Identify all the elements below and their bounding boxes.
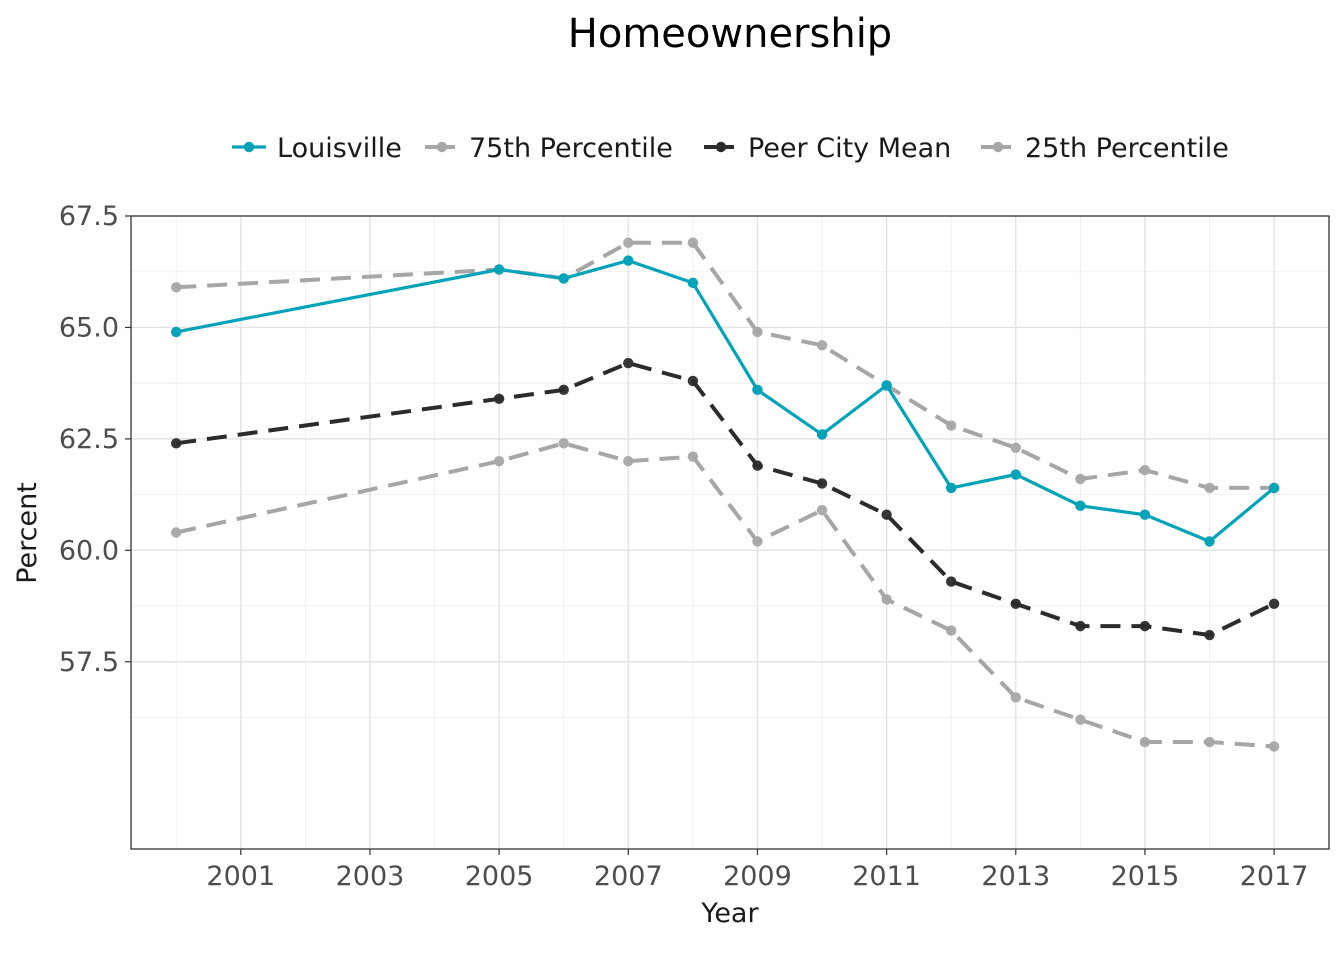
- x-tick-label: 2009: [723, 861, 792, 892]
- data-point-25th-percentile: [1204, 736, 1215, 748]
- legend-key-marker: [992, 141, 1004, 153]
- series-layer: [171, 237, 1280, 752]
- data-point-25th-percentile: [493, 455, 505, 467]
- legend-label: Louisville: [277, 133, 402, 164]
- series-75th-percentile: [171, 237, 1280, 494]
- series-line-louisville: [175, 259, 1276, 544]
- data-point-louisville: [687, 277, 699, 289]
- y-tick-label: 65.0: [59, 312, 119, 343]
- data-point-peer-city-mean: [1010, 598, 1021, 610]
- data-point-louisville: [1010, 469, 1021, 480]
- data-point-louisville: [623, 255, 634, 266]
- data-point-75th-percentile: [752, 326, 763, 338]
- data-point-peer-city-mean: [881, 509, 892, 520]
- x-tick-label: 2013: [981, 861, 1050, 892]
- data-point-peer-city-mean: [1204, 629, 1215, 641]
- data-point-louisville: [881, 380, 892, 391]
- data-point-peer-city-mean: [945, 576, 957, 587]
- data-point-louisville: [1268, 482, 1280, 494]
- data-point-peer-city-mean: [558, 384, 569, 396]
- data-point-75th-percentile: [1010, 442, 1021, 454]
- data-point-louisville: [558, 273, 569, 284]
- data-point-75th-percentile: [1139, 464, 1151, 476]
- x-tick-label: 2017: [1240, 861, 1309, 892]
- data-point-peer-city-mean: [752, 460, 763, 471]
- data-point-peer-city-mean: [1268, 598, 1280, 610]
- legend-label: Peer City Mean: [748, 133, 951, 164]
- series-line-peer-city-mean: [175, 361, 1275, 637]
- y-tick-label: 57.5: [59, 647, 119, 678]
- data-point-75th-percentile: [1075, 473, 1086, 485]
- y-tick-label: 67.5: [59, 201, 119, 232]
- x-tick-label: 2003: [336, 861, 405, 892]
- legend-key-marker: [243, 141, 255, 153]
- legend-item-25th-percentile: 25th Percentile: [981, 133, 1229, 164]
- series-line-75th-percentile: [176, 240, 1275, 490]
- series-peer-city-mean: [171, 357, 1280, 641]
- chart-legend: Louisville 75th Percentile Peer City Mean 2…: [232, 133, 1229, 164]
- x-tick-label: 2001: [206, 861, 275, 892]
- plot-gridlines: [131, 215, 1329, 849]
- y-tick-label: 60.0: [59, 535, 119, 566]
- data-point-peer-city-mean: [493, 393, 505, 404]
- y-axis: 57.5 60.0 62.5 65.0 67.5: [59, 201, 131, 678]
- data-point-75th-percentile: [816, 340, 828, 351]
- data-point-25th-percentile: [1010, 692, 1021, 703]
- data-point-25th-percentile: [558, 438, 569, 449]
- data-point-louisville: [1075, 500, 1086, 511]
- x-tick-label: 2015: [1111, 861, 1180, 892]
- y-tick-label: 62.5: [59, 424, 119, 455]
- data-point-25th-percentile: [816, 505, 828, 516]
- data-point-75th-percentile: [171, 282, 182, 293]
- series-25th-percentile: [171, 438, 1280, 752]
- x-tick-label: 2007: [594, 861, 663, 892]
- data-point-75th-percentile: [687, 237, 699, 248]
- series-line-25th-percentile: [175, 441, 1275, 749]
- data-point-25th-percentile: [1075, 714, 1086, 725]
- data-point-peer-city-mean: [687, 375, 699, 387]
- data-point-25th-percentile: [752, 536, 763, 547]
- data-point-louisville: [752, 384, 763, 396]
- x-axis-title: Year: [700, 898, 759, 929]
- data-point-75th-percentile: [1204, 482, 1215, 494]
- data-point-louisville: [493, 264, 505, 275]
- data-point-25th-percentile: [1268, 741, 1280, 752]
- plot-panel-border: [130, 215, 1330, 850]
- legend-key-marker: [436, 141, 448, 153]
- legend-item-peer-city-mean: Peer City Mean: [704, 133, 951, 164]
- data-point-louisville: [1139, 509, 1151, 520]
- data-point-louisville: [1204, 536, 1215, 547]
- data-point-75th-percentile: [623, 237, 634, 248]
- data-point-peer-city-mean: [816, 478, 828, 489]
- legend-item-75th-percentile: 75th Percentile: [425, 133, 673, 164]
- x-axis: 2001 2003 2005 2007 2009 2011 2013 2015 2017: [206, 849, 1308, 892]
- data-point-peer-city-mean: [171, 438, 182, 449]
- x-tick-label: 2005: [465, 861, 534, 892]
- legend-item-louisville: Louisville: [232, 133, 402, 164]
- data-point-25th-percentile: [945, 625, 957, 636]
- data-point-25th-percentile: [623, 455, 634, 467]
- data-point-25th-percentile: [881, 594, 892, 605]
- data-point-25th-percentile: [171, 527, 182, 538]
- chart-title: Homeownership: [568, 11, 892, 57]
- data-point-peer-city-mean: [623, 357, 634, 369]
- data-point-25th-percentile: [687, 451, 699, 462]
- data-point-peer-city-mean: [1075, 620, 1086, 632]
- data-point-75th-percentile: [945, 420, 957, 431]
- legend-label: 75th Percentile: [469, 133, 673, 164]
- data-point-25th-percentile: [1139, 736, 1151, 748]
- data-point-louisville: [171, 326, 182, 338]
- data-point-peer-city-mean: [1139, 620, 1151, 632]
- data-point-louisville: [816, 429, 828, 440]
- y-axis-title: Percent: [12, 482, 43, 584]
- x-tick-label: 2011: [852, 861, 921, 892]
- data-point-louisville: [945, 482, 957, 494]
- legend-key-marker: [715, 141, 727, 153]
- series-louisville: [171, 255, 1280, 547]
- legend-label: 25th Percentile: [1025, 133, 1229, 164]
